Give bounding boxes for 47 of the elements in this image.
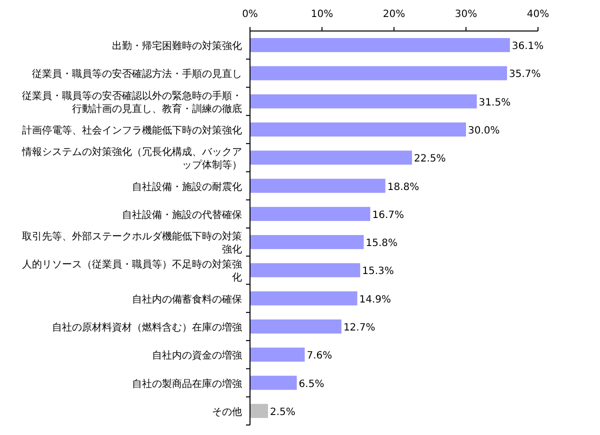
bar xyxy=(250,263,360,278)
bar xyxy=(250,38,510,52)
bar xyxy=(250,178,386,193)
y-tick-label: 自社設備・施設の耐震化 xyxy=(132,180,242,193)
bar xyxy=(250,150,412,165)
bar xyxy=(250,319,342,334)
data-label: 15.8% xyxy=(366,238,398,250)
bar xyxy=(250,404,268,418)
bar xyxy=(250,122,466,137)
bar xyxy=(250,206,370,221)
data-label: 30.0% xyxy=(468,126,500,136)
data-label: 36.1% xyxy=(512,41,544,52)
data-label: 18.8% xyxy=(387,182,420,193)
y-tick-label: 従業員・職員等の安否確認方法・手順の見直し xyxy=(32,68,242,80)
data-label: 2.5% xyxy=(270,406,296,418)
y-tick-label: 人的リソース（従業員・職員等）不足時の対策強化 xyxy=(22,258,242,284)
data-label: 15.3% xyxy=(362,266,394,278)
y-tick-label: 取引先等、外部ステークホルダ機能低下時の対策強化 xyxy=(22,230,242,256)
y-tick-label: その他 xyxy=(212,406,242,418)
data-label: 22.5% xyxy=(414,154,446,165)
x-tick-label: 20% xyxy=(382,9,406,20)
y-tick-label: 自社の原材料資材（燃料含む）在庫の増強 xyxy=(52,322,242,334)
data-label: 35.7% xyxy=(509,69,541,80)
data-label: 6.5% xyxy=(298,378,324,390)
bar xyxy=(250,291,358,306)
x-tick-label: 10% xyxy=(310,9,334,20)
bar xyxy=(250,94,477,108)
y-tick-label: 計画停電等、社会インフラ機能低下時の対策強化 xyxy=(22,124,242,136)
x-tick-label: 0% xyxy=(242,9,258,20)
y-tick-label: 自社内の備蓄食料の確保 xyxy=(132,293,242,306)
x-tick-label: 30% xyxy=(454,9,478,20)
data-label: 7.6% xyxy=(306,350,332,362)
x-tick-label: 40% xyxy=(526,9,550,20)
data-label: 31.5% xyxy=(478,97,511,108)
bar xyxy=(250,348,305,362)
y-tick-label: 出勤・帰宅困難時の対策強化 xyxy=(112,40,242,52)
bar xyxy=(250,235,364,250)
bar xyxy=(250,66,508,80)
y-tick-label: 情報システムの対策強化（冗長化構成、バックアップ体制等） xyxy=(21,146,242,172)
data-label: 12.7% xyxy=(343,322,376,334)
data-label: 14.9% xyxy=(359,294,392,306)
y-tick-label: 自社設備・施設の代替確保 xyxy=(122,208,242,221)
y-tick-label: 従業員・職員等の安否確認以外の緊急時の手順・行動計画の見直し、教育・訓練の徹底 xyxy=(22,90,242,115)
bar xyxy=(250,376,297,390)
y-tick-label: 自社の製商品在庫の増強 xyxy=(132,378,242,390)
data-label: 16.7% xyxy=(372,210,404,221)
y-tick-label: 自社内の資金の増強 xyxy=(152,350,242,362)
